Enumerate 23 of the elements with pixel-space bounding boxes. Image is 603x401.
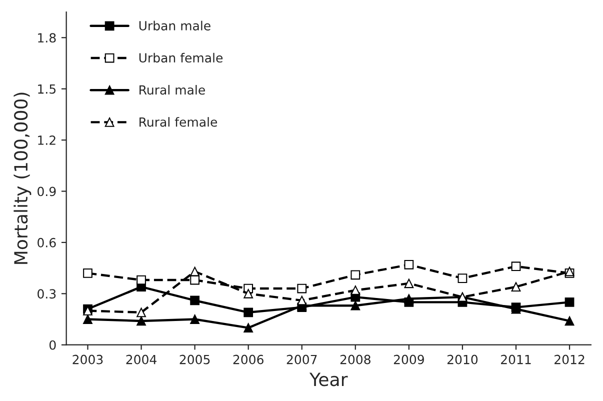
x-axis-title: Year: [309, 372, 348, 386]
x-tick-label: 2009: [394, 354, 424, 364]
y-tick-label: 0.9: [38, 186, 56, 196]
x-tick-label: 2011: [501, 354, 531, 364]
y-tick-label: 0: [49, 340, 56, 350]
x-tick-label: 2008: [340, 354, 370, 364]
x-tick-label: 2005: [180, 354, 210, 364]
x-tick-label: 2010: [447, 354, 478, 364]
legend-label: Rural female: [140, 117, 218, 127]
y-tick-label: 0.6: [38, 238, 56, 248]
x-tick-label: 2003: [72, 354, 103, 364]
x-tick-label: 2012: [554, 354, 584, 364]
legend-label: Urban male: [139, 20, 210, 30]
legend-label: Urban female: [139, 52, 223, 63]
legend-label: Rural male: [140, 84, 205, 95]
y-tick-label: 1.5: [38, 84, 56, 94]
y-tick-label: 1.2: [38, 136, 56, 145]
y-tick-label: 0.3: [38, 289, 56, 299]
y-axis-title: Mortality (100,000): [14, 92, 32, 264]
y-tick-label: 1.8: [38, 33, 56, 43]
x-tick-label: 2004: [126, 354, 156, 364]
x-tick-label: 2006: [233, 354, 264, 364]
x-tick-label: 2007: [286, 354, 317, 364]
